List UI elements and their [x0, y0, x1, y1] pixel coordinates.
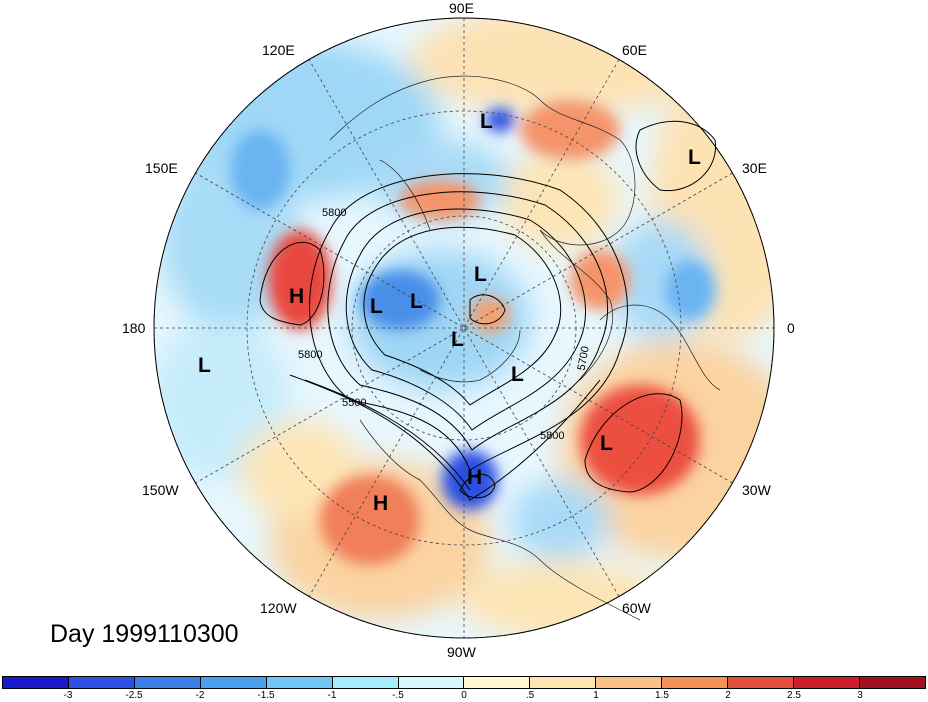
low-center: L: [370, 295, 383, 318]
lon-label-180: 180: [122, 320, 146, 336]
colorbar-swatch: [728, 677, 795, 688]
colorbar-swatch: [3, 677, 69, 688]
colorbar-swatch: [398, 677, 465, 688]
high-center: H: [373, 492, 389, 515]
colorbar-tick-label: -1.5: [257, 690, 275, 701]
colorbar-tick-labels: -3 -2.5 -2 -1.5 -1 -.5 0 .5 1 1.5 2 2.5 3: [0, 690, 928, 702]
colorbar-tick-label: 3: [857, 690, 863, 701]
low-center: L: [688, 146, 701, 169]
colorbar-swatch: [266, 677, 333, 688]
colorbar-tick-label: 2.5: [787, 690, 801, 701]
low-center: L: [474, 263, 487, 286]
lon-label-150e: 150E: [145, 160, 178, 176]
colorbar-tick-label: -2: [195, 690, 205, 701]
colorbar-tick-label: -2.5: [125, 690, 143, 701]
low-center: L: [511, 363, 524, 386]
colorbar-tick-label: 1: [593, 690, 599, 701]
colorbar-tick-label: -.5: [392, 690, 404, 701]
low-center: L: [410, 290, 423, 313]
lon-label-60e: 60E: [622, 42, 647, 58]
colorbar-swatch: [859, 677, 925, 688]
lon-label-120e: 120E: [262, 42, 295, 58]
low-center: H: [467, 466, 483, 489]
date-label: Day 1999110300: [50, 620, 239, 648]
colorbar-swatch: [662, 677, 729, 688]
colorbar-swatch: [332, 677, 399, 688]
colorbar-swatch: [134, 677, 201, 688]
contour-label: 5500: [342, 397, 366, 409]
contour-label: 5800: [540, 430, 564, 442]
colorbar-swatch: [530, 677, 597, 688]
anomaly-field: [154, 18, 774, 638]
high-center: L: [600, 432, 613, 455]
colorbar-tick-label: -1: [327, 690, 337, 701]
contour-label: 5700: [576, 345, 592, 371]
low-center: L: [480, 110, 493, 133]
colorbar-swatch: [200, 677, 267, 688]
colorbar-tick-label: .5: [525, 690, 535, 701]
lon-label-60w: 60W: [622, 600, 651, 616]
colorbar-tick-label: -3: [63, 690, 73, 701]
lon-label-30w: 30W: [742, 482, 771, 498]
low-center: L: [198, 354, 211, 377]
colorbar-swatch: [596, 677, 663, 688]
lon-label-150w: 150W: [142, 482, 179, 498]
contour-label: 5800: [298, 349, 322, 361]
high-center: H: [289, 285, 305, 308]
lon-label-120w: 120W: [260, 600, 297, 616]
colorbar-swatch: [794, 677, 860, 688]
colorbar-tick-label: 1.5: [655, 690, 669, 701]
height-contours: [259, 120, 716, 501]
coastlines: [329, 75, 721, 621]
contour-label: 5800: [322, 207, 346, 219]
lon-label-0: 0: [787, 320, 795, 336]
low-center: L: [451, 328, 464, 351]
colorbar-tick-label: 2: [725, 690, 731, 701]
colorbar: [2, 676, 926, 689]
colorbar-swatch: [68, 677, 135, 688]
lon-label-90e: 90E: [449, 0, 474, 16]
colorbar-tick-label: 0: [461, 690, 467, 701]
lon-label-90w: 90W: [447, 644, 476, 660]
colorbar-swatch: [464, 677, 531, 688]
lon-label-30e: 30E: [742, 160, 767, 176]
